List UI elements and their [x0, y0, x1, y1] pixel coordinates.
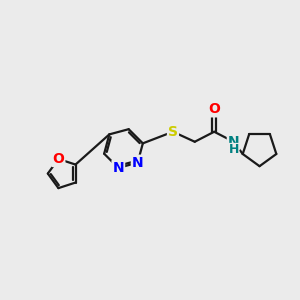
Text: H: H: [228, 143, 239, 157]
Text: N: N: [112, 161, 124, 175]
Text: S: S: [168, 125, 178, 139]
Text: N: N: [132, 156, 143, 170]
Text: O: O: [208, 102, 220, 116]
Text: O: O: [52, 152, 64, 166]
Text: N: N: [228, 135, 239, 149]
